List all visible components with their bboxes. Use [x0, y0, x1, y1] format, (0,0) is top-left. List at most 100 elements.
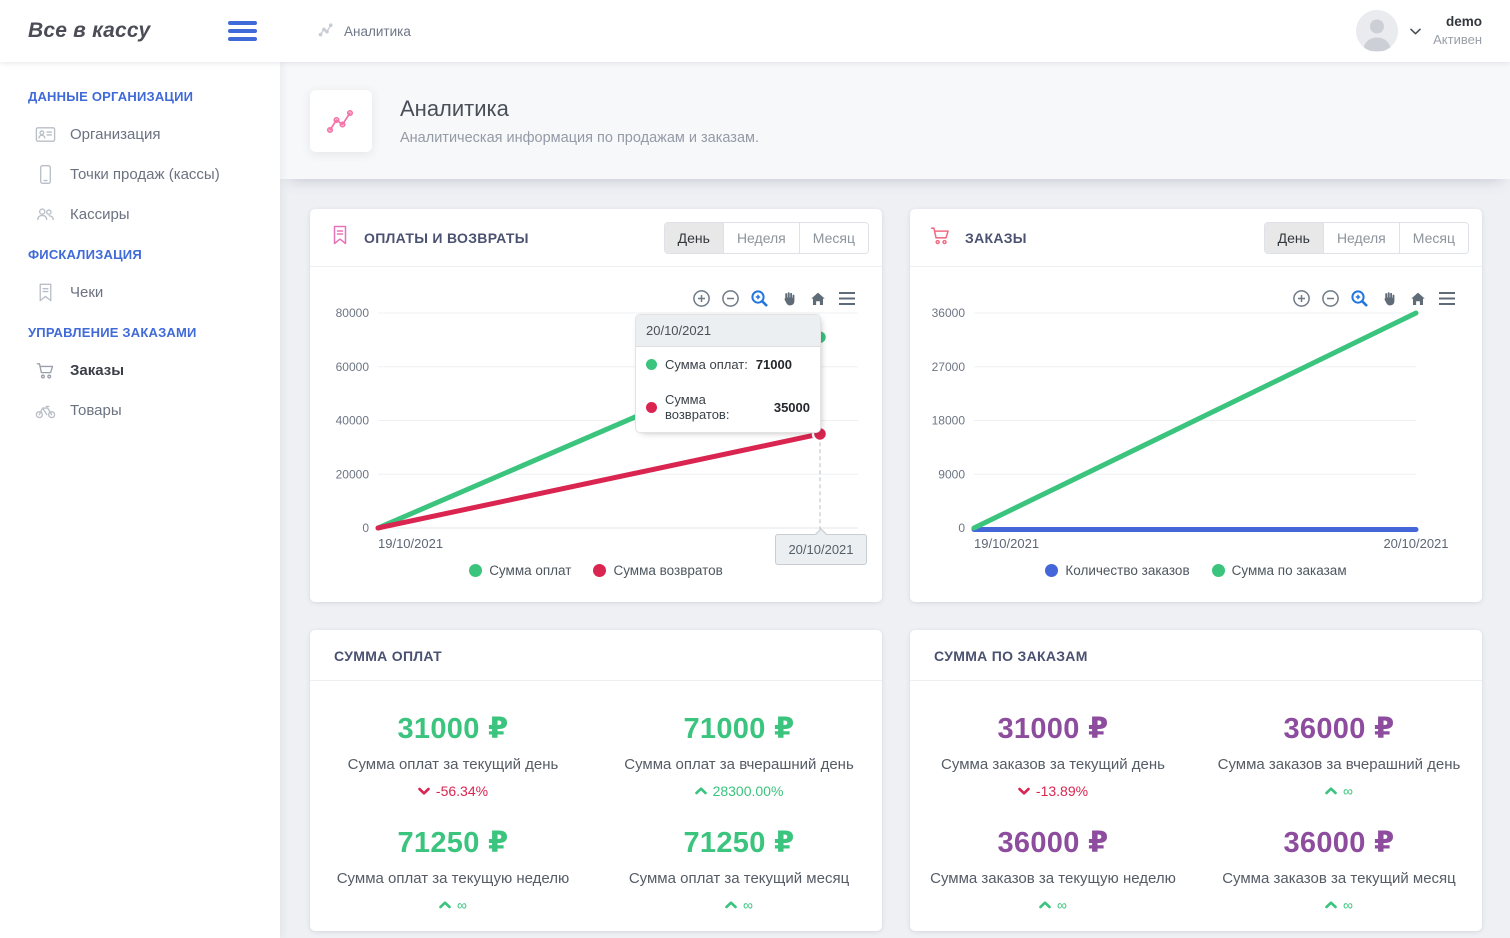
- user-menu[interactable]: demo Активен: [1356, 10, 1482, 52]
- topbar-brand-area: Все в кассу: [0, 0, 280, 62]
- tooltip-row: Сумма оплат: 71000: [636, 347, 820, 382]
- home-icon[interactable]: [1408, 289, 1427, 308]
- sidebar-item-label: Организация: [70, 125, 161, 143]
- svg-text:27000: 27000: [932, 360, 966, 374]
- tooltip-row: Сумма возвратов: 35000: [636, 382, 820, 432]
- card-header: ЗАКАЗЫ День Неделя Месяц: [910, 209, 1482, 267]
- svg-text:0: 0: [958, 521, 965, 535]
- sidebar-item-label: Точки продаж (кассы): [70, 165, 220, 183]
- pan-icon[interactable]: [1379, 289, 1398, 308]
- page-title: Аналитика: [400, 96, 509, 121]
- page-icon-card: [310, 90, 372, 152]
- tab-week[interactable]: Неделя: [722, 222, 799, 253]
- card-title: ЗАКАЗЫ: [965, 229, 1027, 246]
- svg-text:20/10/2021: 20/10/2021: [1383, 536, 1448, 551]
- topbar-main: Аналитика demo Активен: [280, 0, 1510, 62]
- chevron-up-icon: [1325, 901, 1337, 909]
- sidebar-section-fiscalization: ФИСКАЛИЗАЦИЯ: [28, 247, 142, 262]
- svg-text:18000: 18000: [932, 414, 966, 428]
- legend-item[interactable]: Количество заказов: [1045, 563, 1190, 578]
- svg-text:20000: 20000: [336, 467, 370, 481]
- svg-text:9000: 9000: [938, 467, 965, 481]
- breadcrumb[interactable]: Аналитика: [318, 21, 411, 41]
- card-header: ОПЛАТЫ И ВОЗВРАТЫ День Неделя Месяц: [310, 209, 882, 267]
- stat-change: ∞: [920, 896, 1186, 913]
- stat-payments-today: 31000 ₽ Сумма оплат за текущий день -56.…: [310, 685, 596, 799]
- zoom-out-icon[interactable]: [721, 289, 740, 308]
- receipt-icon: [33, 280, 57, 304]
- svg-text:40000: 40000: [336, 414, 370, 428]
- user-name: demo: [1445, 14, 1482, 30]
- breadcrumb-label: Аналитика: [344, 23, 411, 39]
- chevron-down-icon: [1410, 22, 1421, 40]
- legend-dot: [593, 564, 607, 577]
- stat-change: ∞: [1206, 896, 1472, 913]
- svg-text:0: 0: [362, 521, 369, 535]
- card-title: ОПЛАТЫ И ВОЗВРАТЫ: [364, 229, 529, 246]
- sidebar-section-orders-mgmt: УПРАВЛЕНИЕ ЗАКАЗАМИ: [28, 325, 197, 340]
- tab-month[interactable]: Месяц: [798, 222, 868, 253]
- tooltip-date: 20/10/2021: [636, 315, 820, 347]
- payments-refunds-card: ОПЛАТЫ И ВОЗВРАТЫ День Неделя Месяц: [310, 209, 882, 602]
- bookmark-icon: [328, 223, 352, 252]
- orders-chart[interactable]: 0 9000 18000 27000 36000 19/10/2021 20/10/2021: [926, 299, 1466, 555]
- page-header: Аналитика Аналитическая информация по пр…: [280, 62, 1510, 179]
- stat-payments-week: 71250 ₽ Сумма оплат за текущую неделю ∞: [310, 799, 596, 913]
- legend-dot: [1211, 564, 1225, 577]
- orders-sum-card: СУММА ПО ЗАКАЗАМ 31000 ₽ Сумма заказов з…: [910, 630, 1482, 931]
- chevron-up-icon: [1039, 901, 1051, 909]
- svg-text:19/10/2021: 19/10/2021: [974, 536, 1039, 551]
- tab-month[interactable]: Месяц: [1398, 222, 1468, 253]
- legend-item[interactable]: Сумма возвратов: [593, 563, 723, 578]
- menu-icon[interactable]: [837, 289, 856, 308]
- user-text: demo Активен: [1433, 13, 1482, 49]
- zoom-in-icon[interactable]: [692, 289, 711, 308]
- stat-orders-yesterday: 36000 ₽ Сумма заказов за вчерашний день …: [1196, 685, 1482, 799]
- stat-change: 28300.00%: [606, 782, 872, 799]
- orders-card: ЗАКАЗЫ День Неделя Месяц: [910, 209, 1482, 602]
- period-tabs: День Неделя Месяц: [663, 221, 869, 254]
- tab-day[interactable]: День: [664, 222, 723, 253]
- menu-icon[interactable]: [1437, 289, 1456, 308]
- sidebar-item-organization[interactable]: Организация: [0, 114, 280, 154]
- chart-legend: Сумма оплат Сумма возвратов: [326, 563, 866, 578]
- svg-text:80000: 80000: [336, 306, 370, 320]
- sidebar-section-org-data: ДАННЫЕ ОРГАНИЗАЦИИ: [28, 89, 194, 104]
- legend-item[interactable]: Сумма по заказам: [1211, 563, 1347, 578]
- selection-zoom-icon[interactable]: [750, 289, 769, 308]
- zoom-out-icon[interactable]: [1321, 289, 1340, 308]
- content-grid: ОПЛАТЫ И ВОЗВРАТЫ День Неделя Месяц: [280, 179, 1510, 938]
- stats-grid: 31000 ₽ Сумма оплат за текущий день -56.…: [310, 681, 882, 931]
- main-area: Аналитика Аналитическая информация по пр…: [280, 62, 1510, 938]
- chevron-up-icon: [1325, 787, 1337, 795]
- sidebar-item-cashiers[interactable]: Кассиры: [0, 194, 280, 234]
- sidebar-item-receipts[interactable]: Чеки: [0, 272, 280, 312]
- payments-sum-card: СУММА ОПЛАТ 31000 ₽ Сумма оплат за текущ…: [310, 630, 882, 931]
- zoom-in-icon[interactable]: [1292, 289, 1311, 308]
- sidebar-item-label: Кассиры: [70, 205, 130, 223]
- stats-card-title: СУММА ОПЛАТ: [310, 630, 882, 681]
- home-icon[interactable]: [808, 289, 827, 308]
- svg-text:60000: 60000: [336, 360, 370, 374]
- svg-text:36000: 36000: [932, 306, 966, 320]
- legend-dot: [1045, 564, 1059, 577]
- stat-payments-yesterday: 71000 ₽ Сумма оплат за вчерашний день 28…: [596, 685, 882, 799]
- tab-week[interactable]: Неделя: [1322, 222, 1399, 253]
- tab-day[interactable]: День: [1264, 222, 1323, 253]
- svg-text:19/10/2021: 19/10/2021: [378, 536, 443, 551]
- selection-zoom-icon[interactable]: [1350, 289, 1369, 308]
- app-logo: Все в кассу: [28, 19, 151, 42]
- sidebar-item-pos[interactable]: Точки продаж (кассы): [0, 154, 280, 194]
- pan-icon[interactable]: [779, 289, 798, 308]
- sidebar-item-orders[interactable]: Заказы: [0, 350, 280, 390]
- stat-change: -56.34%: [320, 782, 586, 799]
- hamburger-menu-icon[interactable]: [228, 17, 257, 44]
- avatar[interactable]: [1356, 10, 1399, 52]
- crosshair-x-label: 20/10/2021: [775, 528, 867, 565]
- stat-orders-week: 36000 ₽ Сумма заказов за текущую неделю …: [910, 799, 1196, 913]
- sidebar-item-products[interactable]: Товары: [0, 390, 280, 430]
- chart-toolbar: [1292, 289, 1456, 308]
- page-header-text: Аналитика Аналитическая информация по пр…: [400, 96, 759, 146]
- legend-item[interactable]: Сумма оплат: [469, 563, 571, 578]
